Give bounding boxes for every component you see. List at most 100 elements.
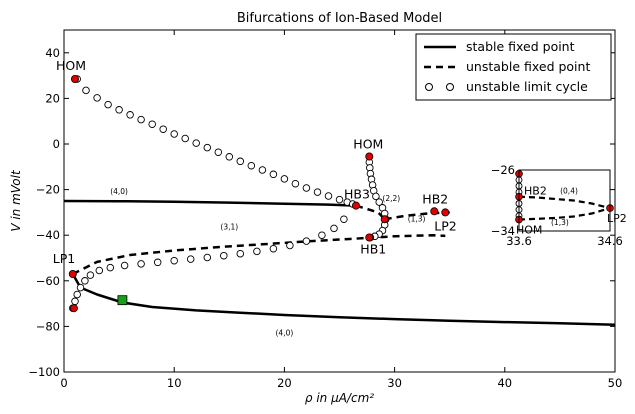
- limit-cycle-point: [86, 271, 95, 279]
- inset-y-tick-label: −26: [491, 163, 515, 177]
- bifurcation-point: [351, 201, 360, 210]
- series-line-4: [384, 211, 450, 221]
- x-tick-label: 20: [277, 376, 292, 390]
- y-tick-label: −100: [28, 365, 60, 379]
- inset-series-line-0: [518, 195, 611, 210]
- bifurcation-point: [365, 233, 374, 242]
- limit-cycle-point: [253, 247, 261, 256]
- legend-swatch-circle-2: [446, 83, 454, 91]
- inset-stability-annotation: (1,3): [551, 218, 569, 227]
- limit-cycle-point: [170, 130, 178, 138]
- limit-cycle-point: [73, 290, 81, 299]
- stability-annotation: (2,2): [382, 194, 400, 203]
- limit-cycle-point: [76, 283, 85, 292]
- legend-swatch-circle-1: [425, 83, 433, 91]
- limit-cycle-point: [280, 175, 289, 183]
- stability-annotation: (3,1): [220, 223, 238, 232]
- limit-cycle-point: [286, 241, 294, 250]
- inset-bifurcation-label: HB2: [524, 185, 547, 198]
- limit-cycle-point: [335, 195, 344, 204]
- bifurcation-label: HB1: [360, 242, 386, 257]
- limit-cycle-point: [95, 266, 104, 275]
- limit-cycle-point: [302, 237, 311, 245]
- limit-cycle-point: [220, 251, 228, 260]
- y-tick-label: 0: [53, 137, 60, 151]
- y-tick-label: −40: [36, 228, 60, 242]
- bifurcation-label: HOM: [353, 137, 383, 152]
- inset-stability-annotation: (0,4): [560, 187, 578, 196]
- bifurcation-label: HB2: [422, 191, 448, 206]
- limit-cycle-point: [71, 297, 79, 306]
- inset-series-line-1: [518, 207, 611, 221]
- limit-cycle-point: [115, 106, 123, 114]
- chart-title: Bifurcations of Ion-Based Model: [237, 11, 442, 26]
- limit-cycle-point: [104, 100, 112, 109]
- bifurcation-label: LP2: [434, 218, 456, 233]
- inset-frame: [518, 169, 611, 232]
- y-tick-label: −60: [36, 274, 60, 288]
- axis-tick-layer: 0 10 20 30 40 50 −100 −80 −60 −40 −20 0 20 40: [28, 30, 622, 390]
- stable-state-marker: [117, 295, 128, 306]
- legend-label-stable: stable fixed point: [466, 39, 575, 54]
- limit-cycle-point: [291, 179, 300, 188]
- plot-frame: [63, 29, 616, 373]
- series-line-2: [72, 233, 446, 276]
- bifurcation-point: [380, 215, 389, 224]
- bifurcation-label: HB3: [344, 187, 370, 202]
- bifurcation-point: [69, 304, 78, 313]
- inset-annotation-layer: HB2 HOM LP2 (0,4) (1,3): [516, 185, 627, 237]
- limit-cycle-point: [192, 139, 200, 147]
- legend: stable fixed point unstable fixed point …: [415, 33, 612, 101]
- limit-cycle-point: [236, 157, 245, 166]
- limit-cycle-layer: [69, 75, 390, 312]
- inset-bifurcation-label: HOM: [516, 224, 542, 237]
- stability-annotation: (4,0): [276, 329, 294, 338]
- limit-cycle-point: [120, 261, 129, 270]
- limit-cycle-point: [81, 277, 89, 285]
- limit-cycle-point: [302, 184, 311, 192]
- bifurcation-point: [365, 152, 374, 161]
- limit-cycle-point: [159, 125, 167, 133]
- inset-series-layer: [518, 195, 611, 221]
- inset-bifurcation-label: LP2: [607, 212, 627, 225]
- bifurcation-point: [71, 75, 80, 84]
- bifurcation-point: [430, 207, 439, 216]
- y-axis-label: V in mVolt: [9, 169, 23, 232]
- limit-cycle-point: [324, 192, 333, 200]
- limit-cycle-point: [170, 256, 178, 265]
- limit-cycle-point: [137, 260, 145, 268]
- limit-cycle-point: [203, 253, 212, 262]
- bifurcation-point-layer: [68, 75, 450, 313]
- x-tick-label: 40: [497, 376, 512, 390]
- limit-cycle-point: [214, 148, 223, 156]
- limit-cycle-point: [186, 255, 195, 263]
- limit-cycle-point: [126, 111, 134, 119]
- limit-cycle-point: [203, 143, 212, 152]
- stability-annotation: (1,3): [408, 215, 426, 224]
- limit-cycle-point: [330, 224, 338, 233]
- x-tick-label: 30: [387, 376, 402, 390]
- limit-cycle-point: [269, 170, 278, 179]
- bifurcation-point: [441, 208, 450, 217]
- x-tick-label: 0: [60, 376, 67, 390]
- inset-x-tick-label: 34.6: [597, 234, 623, 248]
- bifurcation-label: HOM: [56, 58, 86, 73]
- inset-x-tick-label: 33.6: [506, 234, 532, 248]
- x-tick-label: 50: [608, 376, 623, 390]
- limit-cycle-point: [258, 166, 267, 174]
- bifurcation-point: [68, 269, 77, 278]
- y-tick-label: 40: [45, 46, 60, 60]
- y-tick-label: −80: [36, 319, 60, 333]
- limit-cycle-point: [372, 192, 380, 201]
- limit-cycle-point: [313, 188, 322, 196]
- limit-cycle-point: [137, 115, 145, 124]
- series-line-1: [71, 273, 616, 327]
- limit-cycle-point: [225, 153, 234, 161]
- limit-cycle-point: [148, 120, 156, 128]
- inset-y-tick-label: −34: [491, 224, 515, 238]
- series-line-0: [63, 199, 357, 207]
- inset-plot: HB2 HOM LP2 (0,4) (1,3) 33.6 34.6 −26 −34: [491, 163, 627, 248]
- x-axis-label: ρ in μA/cm²: [305, 391, 374, 405]
- limit-cycle-point: [82, 86, 90, 95]
